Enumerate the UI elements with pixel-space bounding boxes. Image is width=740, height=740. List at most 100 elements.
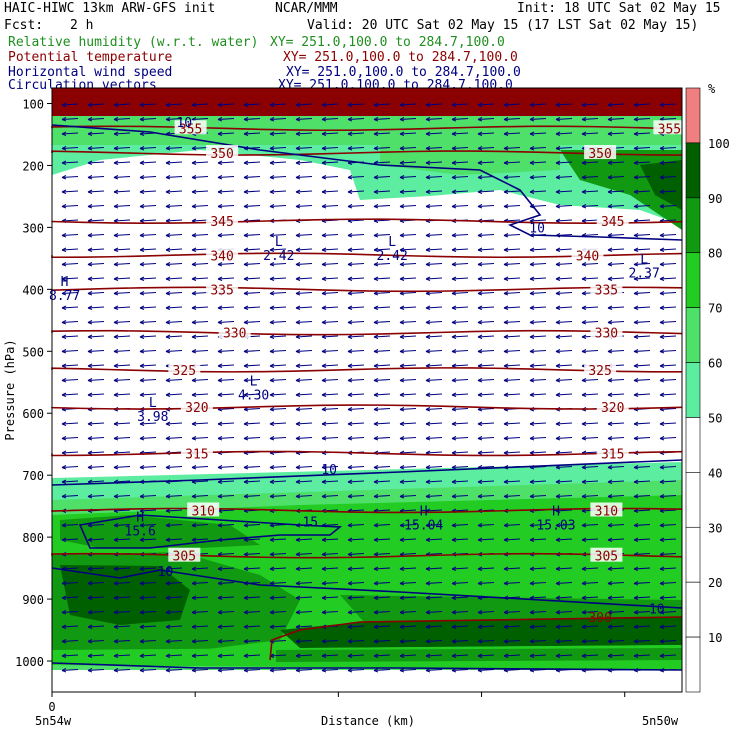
x-end-label: 5n50w xyxy=(642,714,679,728)
circulation-vector xyxy=(607,654,625,657)
wind-speed-label: 15 xyxy=(302,516,318,531)
circulation-vector xyxy=(295,408,313,410)
circulation-vector xyxy=(269,190,287,193)
circulation-vector xyxy=(451,234,469,236)
circulation-vector xyxy=(373,176,391,178)
circulation-vector xyxy=(555,364,573,367)
circulation-vector xyxy=(113,669,131,671)
circulation-vector xyxy=(61,393,79,396)
vector-head xyxy=(321,392,327,397)
vector-head xyxy=(269,610,275,615)
circulation-vector xyxy=(269,350,287,352)
circulation-vector xyxy=(451,364,469,367)
vector-head xyxy=(295,204,301,209)
circulation-vector xyxy=(217,422,235,425)
vector-head xyxy=(607,465,613,470)
vector-head xyxy=(295,595,301,600)
circulation-vector xyxy=(581,524,599,526)
vector-head xyxy=(295,436,301,441)
circulation-vector xyxy=(347,582,365,584)
vector-head xyxy=(451,247,457,252)
vector-head xyxy=(607,610,613,615)
vector-head xyxy=(269,233,275,238)
vector-head xyxy=(113,291,119,296)
circulation-vector xyxy=(295,147,313,149)
circulation-vector xyxy=(503,437,521,439)
colorbar-swatch xyxy=(685,142,701,199)
theta-label-bg xyxy=(590,502,623,517)
theta-label: 355 xyxy=(179,122,202,137)
vector-head xyxy=(113,639,119,644)
vector-head xyxy=(477,436,483,441)
circulation-vector xyxy=(347,205,365,207)
vector-head xyxy=(659,421,665,426)
y-axis-title: Pressure (hPa) xyxy=(3,339,17,440)
circulation-vector xyxy=(139,524,157,526)
vector-head xyxy=(503,305,509,310)
circulation-vector xyxy=(347,524,365,526)
circulation-vector xyxy=(243,408,261,410)
vector-head xyxy=(529,146,535,151)
fcst-label: Fcst: xyxy=(4,18,44,33)
circulation-vector xyxy=(373,205,391,207)
circulation-vector xyxy=(633,625,651,628)
circulation-vector xyxy=(399,335,417,338)
vector-head xyxy=(555,581,561,586)
vector-head xyxy=(555,320,561,325)
circulation-vector xyxy=(399,364,417,367)
vector-head xyxy=(269,349,275,354)
circulation-vector xyxy=(373,408,391,410)
vector-head xyxy=(139,131,145,136)
circulation-vector xyxy=(477,306,495,309)
vector-head xyxy=(373,334,379,339)
vector-head xyxy=(347,363,353,368)
circulation-vector xyxy=(191,538,209,541)
circulation-vector xyxy=(607,176,625,178)
theta-label-bg xyxy=(168,361,201,376)
circulation-vector xyxy=(451,451,469,454)
vector-head xyxy=(451,189,457,194)
vector-head xyxy=(425,494,431,499)
circulation-vector xyxy=(321,524,339,526)
extremum-marker: L xyxy=(388,235,396,250)
vector-head xyxy=(295,247,301,252)
circulation-vector xyxy=(633,190,651,193)
circulation-vector xyxy=(555,292,573,294)
theta-label: 335 xyxy=(210,283,233,298)
vector-head xyxy=(581,305,587,310)
vector-head xyxy=(321,291,327,296)
circulation-vector xyxy=(399,611,417,613)
vector-head xyxy=(555,334,561,339)
vector-head xyxy=(139,233,145,238)
vector-head xyxy=(373,392,379,397)
vector-head xyxy=(87,175,93,180)
vector-head xyxy=(425,247,431,252)
circulation-vector xyxy=(633,422,651,425)
circulation-vector xyxy=(659,524,677,526)
circulation-vector xyxy=(139,292,157,294)
circulation-vector xyxy=(373,335,391,338)
circulation-vector xyxy=(607,625,625,628)
circulation-vector xyxy=(399,190,417,193)
vector-head xyxy=(243,291,249,296)
vector-head xyxy=(87,581,93,586)
circulation-vector xyxy=(269,292,287,294)
circulation-vector xyxy=(633,234,651,236)
vector-head xyxy=(581,639,587,644)
circulation-vector xyxy=(529,147,547,149)
vector-head xyxy=(607,262,613,267)
circulation-vector xyxy=(243,596,261,599)
vector-head xyxy=(139,581,145,586)
vector-head xyxy=(87,276,93,281)
vector-head xyxy=(139,465,145,470)
circulation-vector xyxy=(243,437,261,439)
vector-head xyxy=(217,610,223,615)
circulation-vector xyxy=(87,147,105,149)
y-tick-label: 900 xyxy=(22,593,44,607)
vector-head xyxy=(269,595,275,600)
circulation-vector xyxy=(503,350,521,352)
vector-head xyxy=(61,363,67,368)
circulation-vector xyxy=(269,205,287,207)
vector-head xyxy=(269,262,275,267)
